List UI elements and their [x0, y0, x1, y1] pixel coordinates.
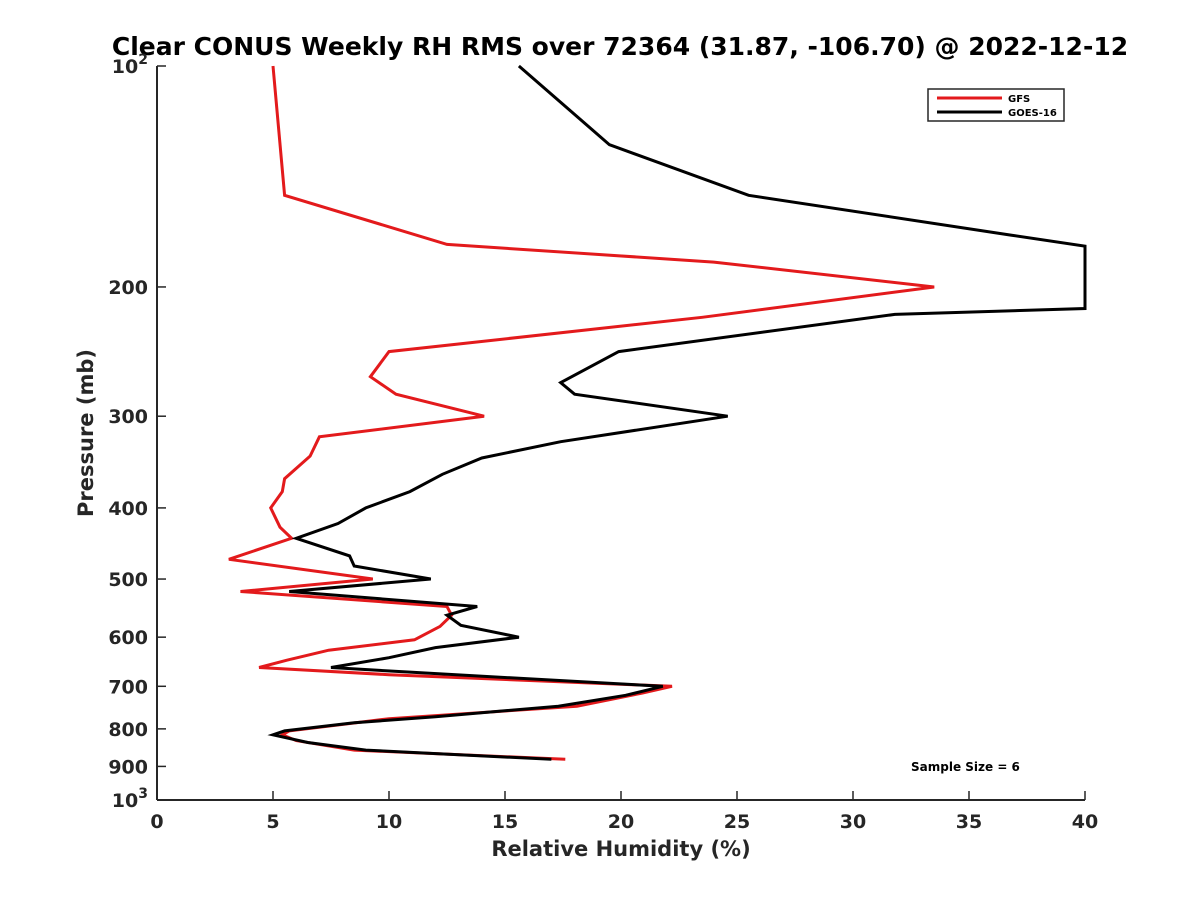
x-tick-label: 25: [724, 811, 750, 833]
y-axis-label: Pressure (mb): [74, 349, 98, 517]
y-tick-label: 600: [108, 627, 148, 649]
y-tick-label: 700: [108, 676, 148, 698]
y-tick-label: 102: [112, 52, 148, 78]
y-tick-label: 200: [108, 277, 148, 299]
x-ticks: 0 5 10 15 20 25 30 35 40: [150, 791, 1098, 833]
axes: 0 5 10 15 20 25 30 35 40 102 200 300 400 500 600 700 80…: [108, 52, 1098, 833]
x-tick-label: 0: [150, 811, 163, 833]
x-tick-label: 30: [840, 811, 866, 833]
legend-label: GFS: [1008, 94, 1030, 105]
y-tick-label: 103: [112, 786, 148, 812]
x-tick-label: 10: [376, 811, 402, 833]
x-tick-label: 15: [492, 811, 518, 833]
y-tick-label: 300: [108, 406, 148, 428]
y-ticks: 102 200 300 400 500 600 700 800 900 103: [108, 52, 166, 812]
y-tick-label: 800: [108, 719, 148, 741]
chart-title: Clear CONUS Weekly RH RMS over 72364 (31…: [112, 32, 1128, 61]
x-axis-label: Relative Humidity (%): [491, 837, 750, 861]
series-line-gfs: [228, 65, 935, 761]
series-lines: [228, 64, 1087, 761]
x-tick-label: 5: [266, 811, 279, 833]
legend-label: GOES-16: [1008, 108, 1057, 119]
x-tick-label: 35: [956, 811, 982, 833]
x-tick-label: 40: [1072, 811, 1098, 833]
legend-box: [927, 88, 1065, 122]
x-tick-label: 20: [608, 811, 634, 833]
sample-size-annotation: Sample Size = 6: [911, 760, 1020, 774]
y-tick-label: 500: [108, 569, 148, 591]
legend: GFS GOES-16: [927, 88, 1065, 122]
y-tick-label: 900: [108, 756, 148, 778]
y-tick-label: 400: [108, 498, 148, 520]
series-line-goes-16: [267, 64, 1087, 761]
